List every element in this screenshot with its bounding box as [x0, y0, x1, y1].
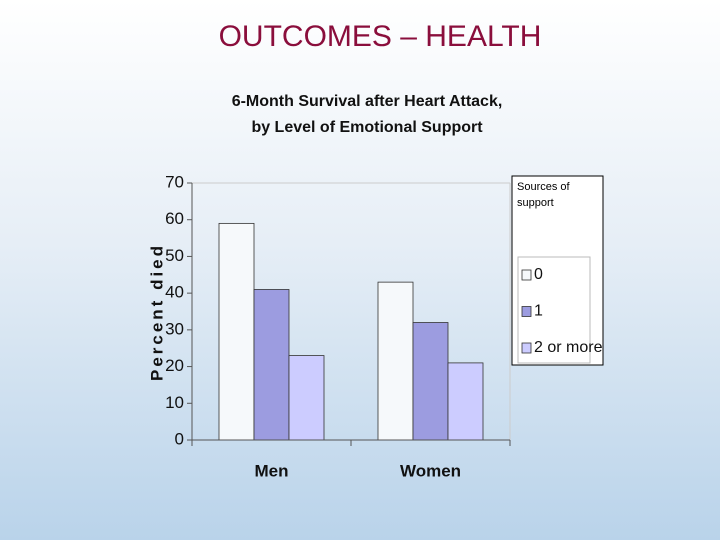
- bar: [253, 289, 290, 441]
- x-tick-label: Men: [255, 461, 289, 480]
- slide-title: OUTCOMES – HEALTH: [218, 20, 542, 53]
- bar: [377, 281, 414, 441]
- y-axis-label: Percent died: [147, 243, 166, 381]
- y-tick-label: 30: [165, 319, 184, 338]
- bar: [412, 322, 449, 441]
- legend-swatch: [521, 269, 532, 281]
- y-tick-label: 70: [165, 172, 184, 191]
- bar: [218, 222, 255, 441]
- x-tick-label: Women: [400, 461, 461, 480]
- y-tick-label: 20: [165, 356, 184, 375]
- y-tick-label: 10: [165, 393, 184, 412]
- legend-swatch: [521, 342, 532, 354]
- legend-label: 1: [534, 303, 543, 320]
- legend-label: 0: [534, 266, 543, 283]
- bar: [447, 362, 484, 441]
- legend-title: Sources of support: [517, 181, 570, 209]
- legend-swatch: [521, 306, 532, 317]
- y-tick-label: 60: [165, 209, 184, 228]
- chart-title: 6-Month Survival after Heart Attack,: [232, 93, 503, 110]
- y-tick-label: 0: [175, 429, 184, 448]
- y-tick-label: 40: [165, 283, 184, 302]
- legend-label: 2 or more: [534, 339, 603, 356]
- chart-title: by Level of Emotional Support: [251, 119, 483, 136]
- bar: [288, 355, 325, 441]
- y-tick-label: 50: [165, 246, 184, 265]
